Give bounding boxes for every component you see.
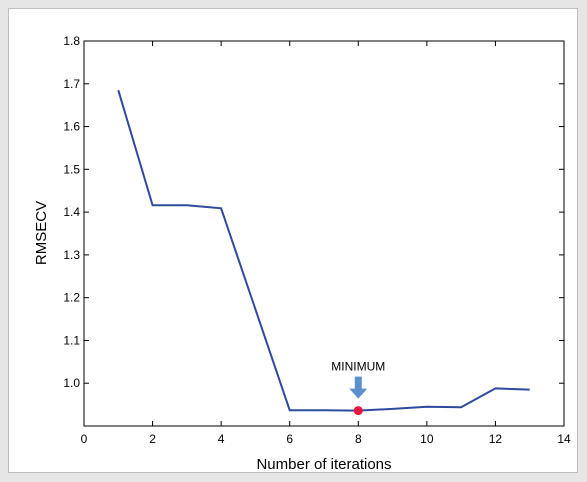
y-tick-label: 1.4 — [63, 205, 80, 219]
y-tick-label: 1.0 — [63, 376, 80, 390]
plot-area — [83, 40, 565, 427]
y-tick-label: 1.6 — [63, 120, 80, 134]
x-axis-title: Number of iterations — [256, 456, 391, 473]
y-tick-label: 1.5 — [63, 162, 80, 176]
y-tick-label: 1.1 — [63, 333, 80, 347]
x-tick-label: 8 — [355, 432, 362, 446]
down-arrow-icon — [349, 388, 368, 399]
x-tick-label: 14 — [557, 432, 571, 446]
minimum-point — [353, 406, 363, 416]
y-tick-label: 1.3 — [63, 248, 80, 262]
x-tick-label: 4 — [218, 432, 225, 446]
x-tick-label: 0 — [81, 432, 88, 446]
y-tick-label: 1.7 — [63, 77, 80, 91]
minimum-annotation: MINIMUM — [331, 360, 385, 374]
y-tick-label: 1.2 — [63, 291, 80, 305]
series-line — [117, 89, 530, 412]
x-tick-label: 10 — [420, 432, 434, 446]
x-tick-label: 12 — [489, 432, 503, 446]
y-axis-title: RMSECV — [33, 201, 50, 265]
x-tick-label: 2 — [149, 432, 156, 446]
arrow-shaft — [354, 376, 362, 390]
x-tick-label: 6 — [286, 432, 293, 446]
y-tick-label: 1.8 — [63, 34, 80, 48]
